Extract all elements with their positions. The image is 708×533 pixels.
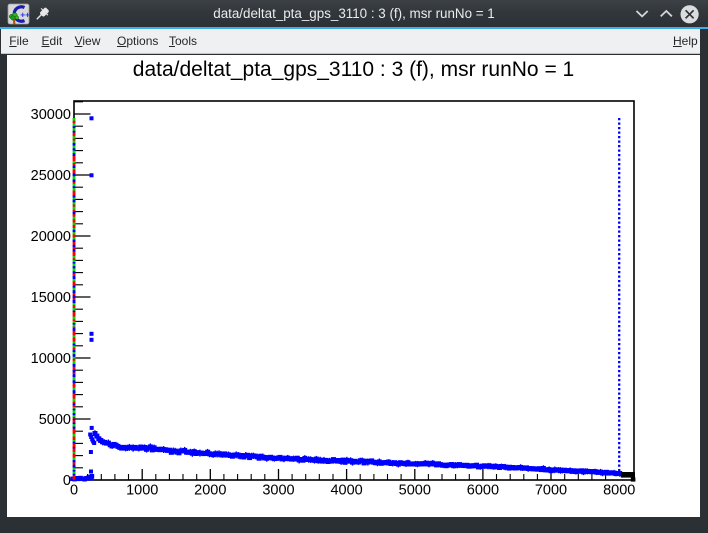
svg-text:25000: 25000 xyxy=(31,168,71,184)
svg-text:data/deltat_pta_gps_3110 : 3 (: data/deltat_pta_gps_3110 : 3 (f), msr ru… xyxy=(133,58,574,81)
svg-text:4000: 4000 xyxy=(330,483,362,499)
svg-text:2000: 2000 xyxy=(194,483,226,499)
svg-text:20000: 20000 xyxy=(31,229,71,245)
svg-text:15000: 15000 xyxy=(31,290,71,306)
svg-text:5000: 5000 xyxy=(399,483,431,499)
svg-text:7000: 7000 xyxy=(535,483,567,499)
svg-text:30000: 30000 xyxy=(31,107,71,123)
svg-text:8000: 8000 xyxy=(603,483,635,499)
svg-text:0: 0 xyxy=(70,483,78,499)
svg-text:++: ++ xyxy=(20,9,30,19)
svg-text:6000: 6000 xyxy=(467,483,499,499)
svg-text:5000: 5000 xyxy=(39,412,71,428)
svg-text:3000: 3000 xyxy=(262,483,294,499)
svg-text:0: 0 xyxy=(63,473,71,489)
svg-text:1000: 1000 xyxy=(126,483,158,499)
svg-text:10000: 10000 xyxy=(31,351,71,367)
